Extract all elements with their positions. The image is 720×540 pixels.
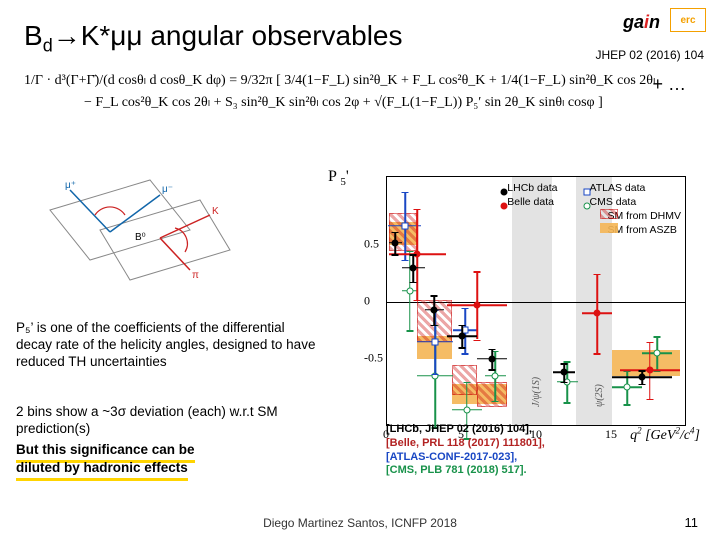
x-axis-label: q2 [GeV2/c4] bbox=[630, 425, 700, 444]
ref-cms: [CMS, PLB 781 (2018) 517]. bbox=[386, 464, 545, 478]
title-text: Bd→K*μμ angular observables bbox=[24, 20, 402, 51]
formula-ellipsis: + … bbox=[652, 70, 686, 99]
svg-text:B⁰: B⁰ bbox=[135, 232, 146, 243]
ref-atlas: [ATLAS-CONF-2017-023], bbox=[386, 451, 545, 465]
plot-area: J/ψ(1S)ψ(2S)LHCb dataBelle dataATLAS dat… bbox=[386, 176, 686, 426]
slide-root: gain erc Bd→K*μμ angular observables JHE… bbox=[0, 0, 720, 540]
paragraph-deviation: 2 bins show a ~3σ deviation (each) w.r.t… bbox=[16, 404, 316, 438]
svg-text:μ⁻: μ⁻ bbox=[162, 184, 173, 195]
angle-diagram: B⁰ μ⁺ μ⁻ K π bbox=[40, 170, 240, 300]
svg-text:μ⁺: μ⁺ bbox=[65, 180, 76, 191]
svg-text:π: π bbox=[192, 270, 199, 281]
slide-title: Bd→K*μμ angular observables bbox=[24, 20, 402, 57]
paragraph-coeff: P₅’ is one of the coefficients of the di… bbox=[16, 320, 316, 371]
paragraph-caveat-2: diluted by hadronic effects bbox=[16, 460, 188, 481]
formula-line2: − F_L cos²θ_K cos 2θₗ + S₃ sin²θ_K sin²θ… bbox=[84, 95, 603, 110]
ref-belle: [Belle, PRL 118 (2017) 111801], bbox=[386, 437, 545, 451]
ref-lhcb: [LHCb, JHEP 02 (2016) 104], bbox=[386, 423, 545, 437]
formula-block: 1/Γ · d³(Γ+Γ̄)/(d cosθₗ d cosθ_K dφ) = 9… bbox=[24, 70, 696, 115]
footer-page-number: 11 bbox=[685, 515, 699, 530]
logo-gain: gain bbox=[623, 12, 660, 33]
top-reference: JHEP 02 (2016) 104 bbox=[595, 48, 704, 62]
formula-line1: 1/Γ · d³(Γ+Γ̄)/(d cosθₗ d cosθ_K dφ) = 9… bbox=[24, 73, 655, 88]
svg-text:K: K bbox=[212, 206, 219, 217]
chart-ylabel: P 5' bbox=[328, 168, 349, 188]
logo-erc: erc bbox=[670, 8, 706, 32]
footer-speaker: Diego Martinez Santos, ICNFP 2018 bbox=[0, 516, 720, 530]
p5prime-chart: J/ψ(1S)ψ(2S)LHCb dataBelle dataATLAS dat… bbox=[352, 168, 704, 478]
chart-references: [LHCb, JHEP 02 (2016) 104], [Belle, PRL … bbox=[386, 423, 545, 478]
